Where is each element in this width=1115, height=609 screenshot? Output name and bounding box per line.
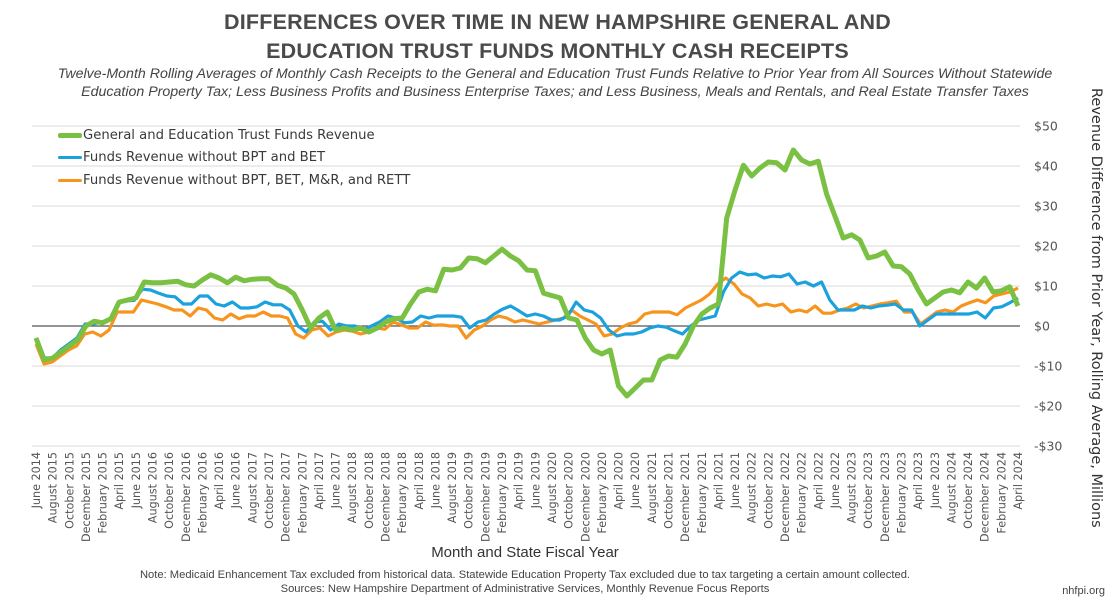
chart-title-line-1: DIFFERENCES OVER TIME IN NEW HAMPSHIRE G… [224,10,891,34]
y-tick-label: $10 [1034,279,1058,294]
x-tick-label: June 2022 [829,452,842,509]
series-line-general-education [33,147,1021,399]
x-tick-label: August 2021 [646,452,659,523]
footnote: Note: Medicaid Enhancement Tax excluded … [0,569,1050,596]
x-tick-label: April 2023 [912,452,925,510]
x-tick-label: June 2017 [330,452,343,509]
x-tick-label: February 2016 [196,452,209,534]
x-tick-label: February 2018 [396,452,409,534]
x-tick-label: December 2022 [779,452,792,542]
x-tick-label: October 2022 [762,452,775,529]
x-tick-label: August 2024 [945,452,958,523]
x-tick-label: August 2016 [147,452,160,523]
y-tick-label: $50 [1034,119,1058,134]
x-tick-label: December 2018 [380,452,393,542]
x-tick-label: August 2019 [446,452,459,523]
credit-text: nhfpi.org [1062,585,1105,597]
legend: General and Education Trust Funds Revenu… [58,124,410,192]
x-tick-label: February 2017 [296,452,309,534]
x-tick-label: June 2016 [230,452,243,509]
legend-swatch-green [58,132,82,138]
y-tick-label: -$30 [1034,439,1062,454]
x-tick-label: April 2018 [413,452,426,510]
x-tick-label: June 2018 [429,452,442,509]
x-tick-label: June 2019 [529,452,542,509]
y-tick-label: $20 [1034,239,1058,254]
x-tick-label: December 2020 [579,452,592,542]
x-tick-label: April 2017 [313,452,326,510]
x-tick-label: October 2020 [563,452,576,529]
y-axis-title-text: Revenue Difference from Prior Year, Roll… [1088,88,1104,528]
y-axis-ticks: $50 $40 $30 $20 $10 $0 -$10 -$20 -$30 [1034,119,1062,454]
x-tick-label: June 2020 [629,452,642,509]
x-tick-label: February 2021 [696,452,709,534]
x-tick-label: February 2022 [796,452,809,534]
sources-line: Sources: New Hampshire Department of Adm… [280,582,770,595]
x-tick-label: June 2021 [729,452,742,509]
x-tick-label: August 2015 [47,452,60,523]
x-tick-label: December 2024 [979,452,992,542]
series-line-without-bpt-bet [34,270,1019,360]
chart-title-line-2: EDUCATION TRUST FUNDS MONTHLY CASH RECEI… [266,39,849,63]
x-tick-label: August 2023 [846,452,859,523]
x-tick-label: April 2016 [213,452,226,510]
x-tick-label: December 2016 [180,452,193,542]
legend-swatch-blue [58,156,82,160]
x-tick-label: April 2015 [113,452,126,510]
x-tick-label: October 2017 [263,452,276,529]
x-tick-label: August 2022 [746,452,759,523]
y-tick-label: $30 [1034,199,1058,214]
y-tick-label: $0 [1034,319,1050,334]
x-tick-label: April 2019 [513,452,526,510]
x-tick-label: October 2016 [163,452,176,529]
chart-title: DIFFERENCES OVER TIME IN NEW HAMPSHIRE G… [0,8,1115,66]
x-tick-label: February 2023 [895,452,908,534]
x-tick-label: October 2024 [962,452,975,529]
x-tick-label: June 2023 [929,452,942,509]
x-axis-ticks: June 2014 August 2015 October 2015 December… [30,452,1025,542]
x-tick-label: December 2015 [80,452,93,542]
x-tick-label: February 2015 [97,452,110,534]
x-tick-label: April 2021 [712,452,725,510]
legend-label: General and Education Trust Funds Revenu… [83,127,375,143]
y-axis-title: Revenue Difference from Prior Year, Roll… [1082,88,1106,548]
x-tick-label: August 2020 [546,452,559,523]
x-tick-label: October 2018 [363,452,376,529]
x-tick-label: April 2022 [812,452,825,510]
x-tick-label: August 2018 [346,452,359,523]
series-lines [33,147,1021,399]
y-tick-label: -$20 [1034,399,1062,414]
chart-subtitle: Twelve-Month Rolling Averages of Monthly… [57,66,1053,100]
legend-item-without-bpt-bet-mr-rett: Funds Revenue without BPT, BET, M&R, and… [58,169,410,192]
x-tick-label: February 2019 [496,452,509,534]
x-tick-label: April 2024 [1012,452,1025,510]
y-tick-label: $40 [1034,159,1058,174]
x-tick-label: June 2014 [30,452,43,509]
legend-item-without-bpt-bet: Funds Revenue without BPT and BET [58,147,410,170]
legend-label: Funds Revenue without BPT and BET [83,150,326,166]
x-tick-label: February 2024 [995,452,1008,534]
x-tick-label: December 2017 [280,452,293,542]
x-tick-label: October 2023 [862,452,875,529]
x-tick-label: June 2015 [130,452,143,509]
x-axis-title: Month and State Fiscal Year [431,544,619,561]
x-tick-label: April 2020 [613,452,626,510]
series-line-without-bpt-bet-mr-rett [34,276,1019,366]
note-line: Note: Medicaid Enhancement Tax excluded … [139,569,911,581]
x-tick-label: October 2019 [463,452,476,529]
x-tick-label: October 2021 [662,452,675,529]
legend-label: Funds Revenue without BPT, BET, M&R, and… [83,172,411,188]
x-tick-label: December 2023 [879,452,892,542]
x-tick-label: February 2020 [596,452,609,534]
x-tick-label: October 2015 [63,452,76,529]
x-tick-label: December 2019 [479,452,492,542]
x-tick-label: December 2021 [679,452,692,542]
legend-swatch-orange [58,178,82,182]
x-tick-label: August 2017 [246,452,259,523]
legend-item-general-education: General and Education Trust Funds Revenu… [58,124,410,147]
y-tick-label: -$10 [1034,359,1062,374]
